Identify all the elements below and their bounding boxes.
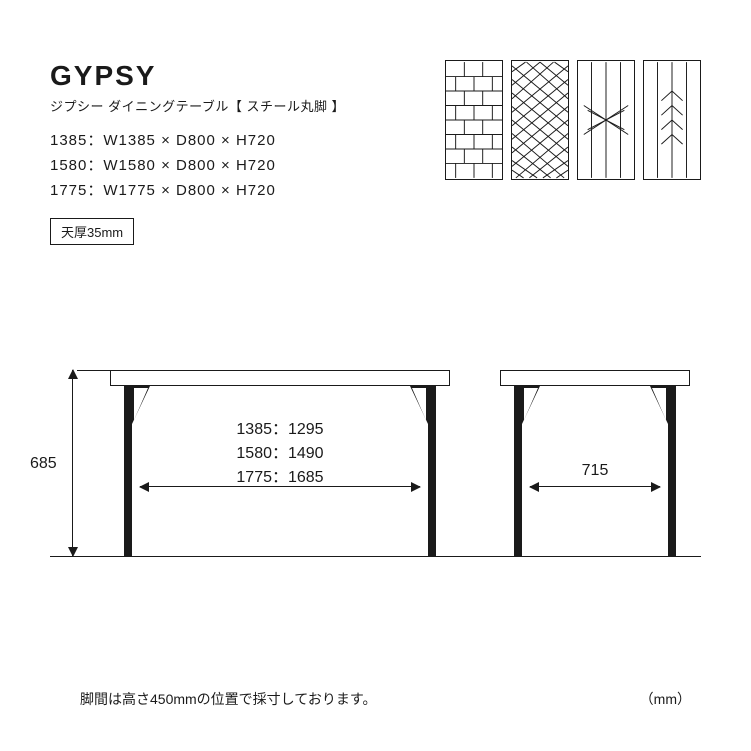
swatch-arrow <box>643 60 701 180</box>
height-dimension-line <box>72 370 73 556</box>
unit-label: （mm） <box>640 689 691 709</box>
measurement-footnote: 脚間は高さ450mmの位置で採寸しております。 <box>80 689 376 709</box>
spec-line-0: 1385：W1385 × D800 × H720 <box>50 129 445 150</box>
tabletop-front <box>110 370 450 386</box>
product-subtitle: ジプシー ダイニングテーブル【 スチール丸脚 】 <box>50 96 445 115</box>
pattern-swatches <box>445 60 701 180</box>
tabletop-side <box>500 370 690 386</box>
leg-spacing-0: 1385：1295 <box>110 418 450 442</box>
thickness-badge: 天厚35mm <box>50 218 134 245</box>
leg-spacing-1: 1580：1490 <box>110 442 450 466</box>
front-elevation: 1385：1295 1580：1490 1775：1685 <box>110 370 450 556</box>
swatch-brick <box>445 60 503 180</box>
leg-spacing-labels: 1385：1295 1580：1490 1775：1685 <box>110 418 450 490</box>
swatch-cross <box>577 60 635 180</box>
product-title: GYPSY <box>50 60 445 92</box>
ground-line <box>50 556 701 557</box>
brace-side-right <box>650 386 668 424</box>
brace-side-left <box>522 386 540 424</box>
depth-dimension-label: 715 <box>500 462 690 480</box>
dimension-diagram: 685 1385：1295 1580：1490 1775：1685 715 <box>50 370 701 670</box>
width-dimension-line <box>140 486 420 487</box>
depth-dimension-line <box>530 486 660 487</box>
swatch-herringbone <box>511 60 569 180</box>
height-dimension-label: 685 <box>30 455 57 473</box>
spec-line-2: 1775：W1775 × D800 × H720 <box>50 179 445 200</box>
side-elevation: 715 <box>500 370 690 556</box>
spec-line-1: 1580：W1580 × D800 × H720 <box>50 154 445 175</box>
